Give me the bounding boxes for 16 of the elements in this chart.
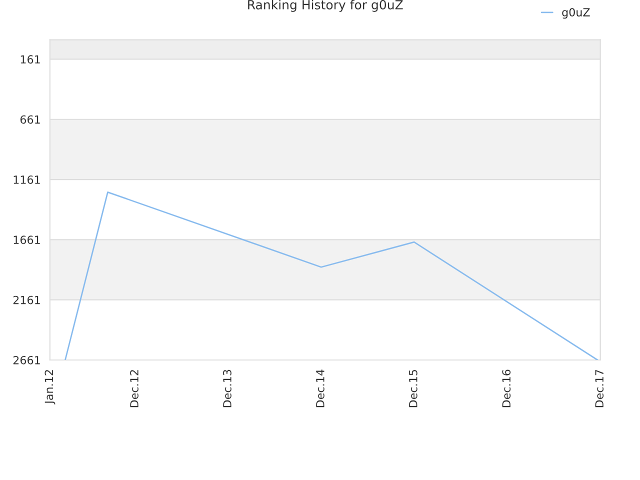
x-tick-label: Dec.13 xyxy=(223,370,232,408)
y-tick-label: 2161 xyxy=(13,296,40,304)
x-tick-label: Dec.15 xyxy=(409,370,418,408)
y-tick-label: 661 xyxy=(20,115,40,124)
y-tick-label: 1161 xyxy=(14,176,40,184)
x-tick-label: Dec.17 xyxy=(595,370,604,408)
legend-label: g0uZ xyxy=(562,8,590,19)
y-tick-label: 161 xyxy=(20,55,40,64)
chart-title: Ranking History for g0uZ xyxy=(248,0,403,12)
x-tick-label: Jan.12 xyxy=(44,370,56,404)
y-tick-label: 2661 xyxy=(13,356,40,364)
x-tick-label: Dec.16 xyxy=(502,370,511,408)
y-tick-label: 1661 xyxy=(14,236,40,244)
x-tick-label: Dec.12 xyxy=(130,370,138,408)
x-tick-label: Dec.14 xyxy=(316,370,324,408)
line-series xyxy=(64,191,598,360)
